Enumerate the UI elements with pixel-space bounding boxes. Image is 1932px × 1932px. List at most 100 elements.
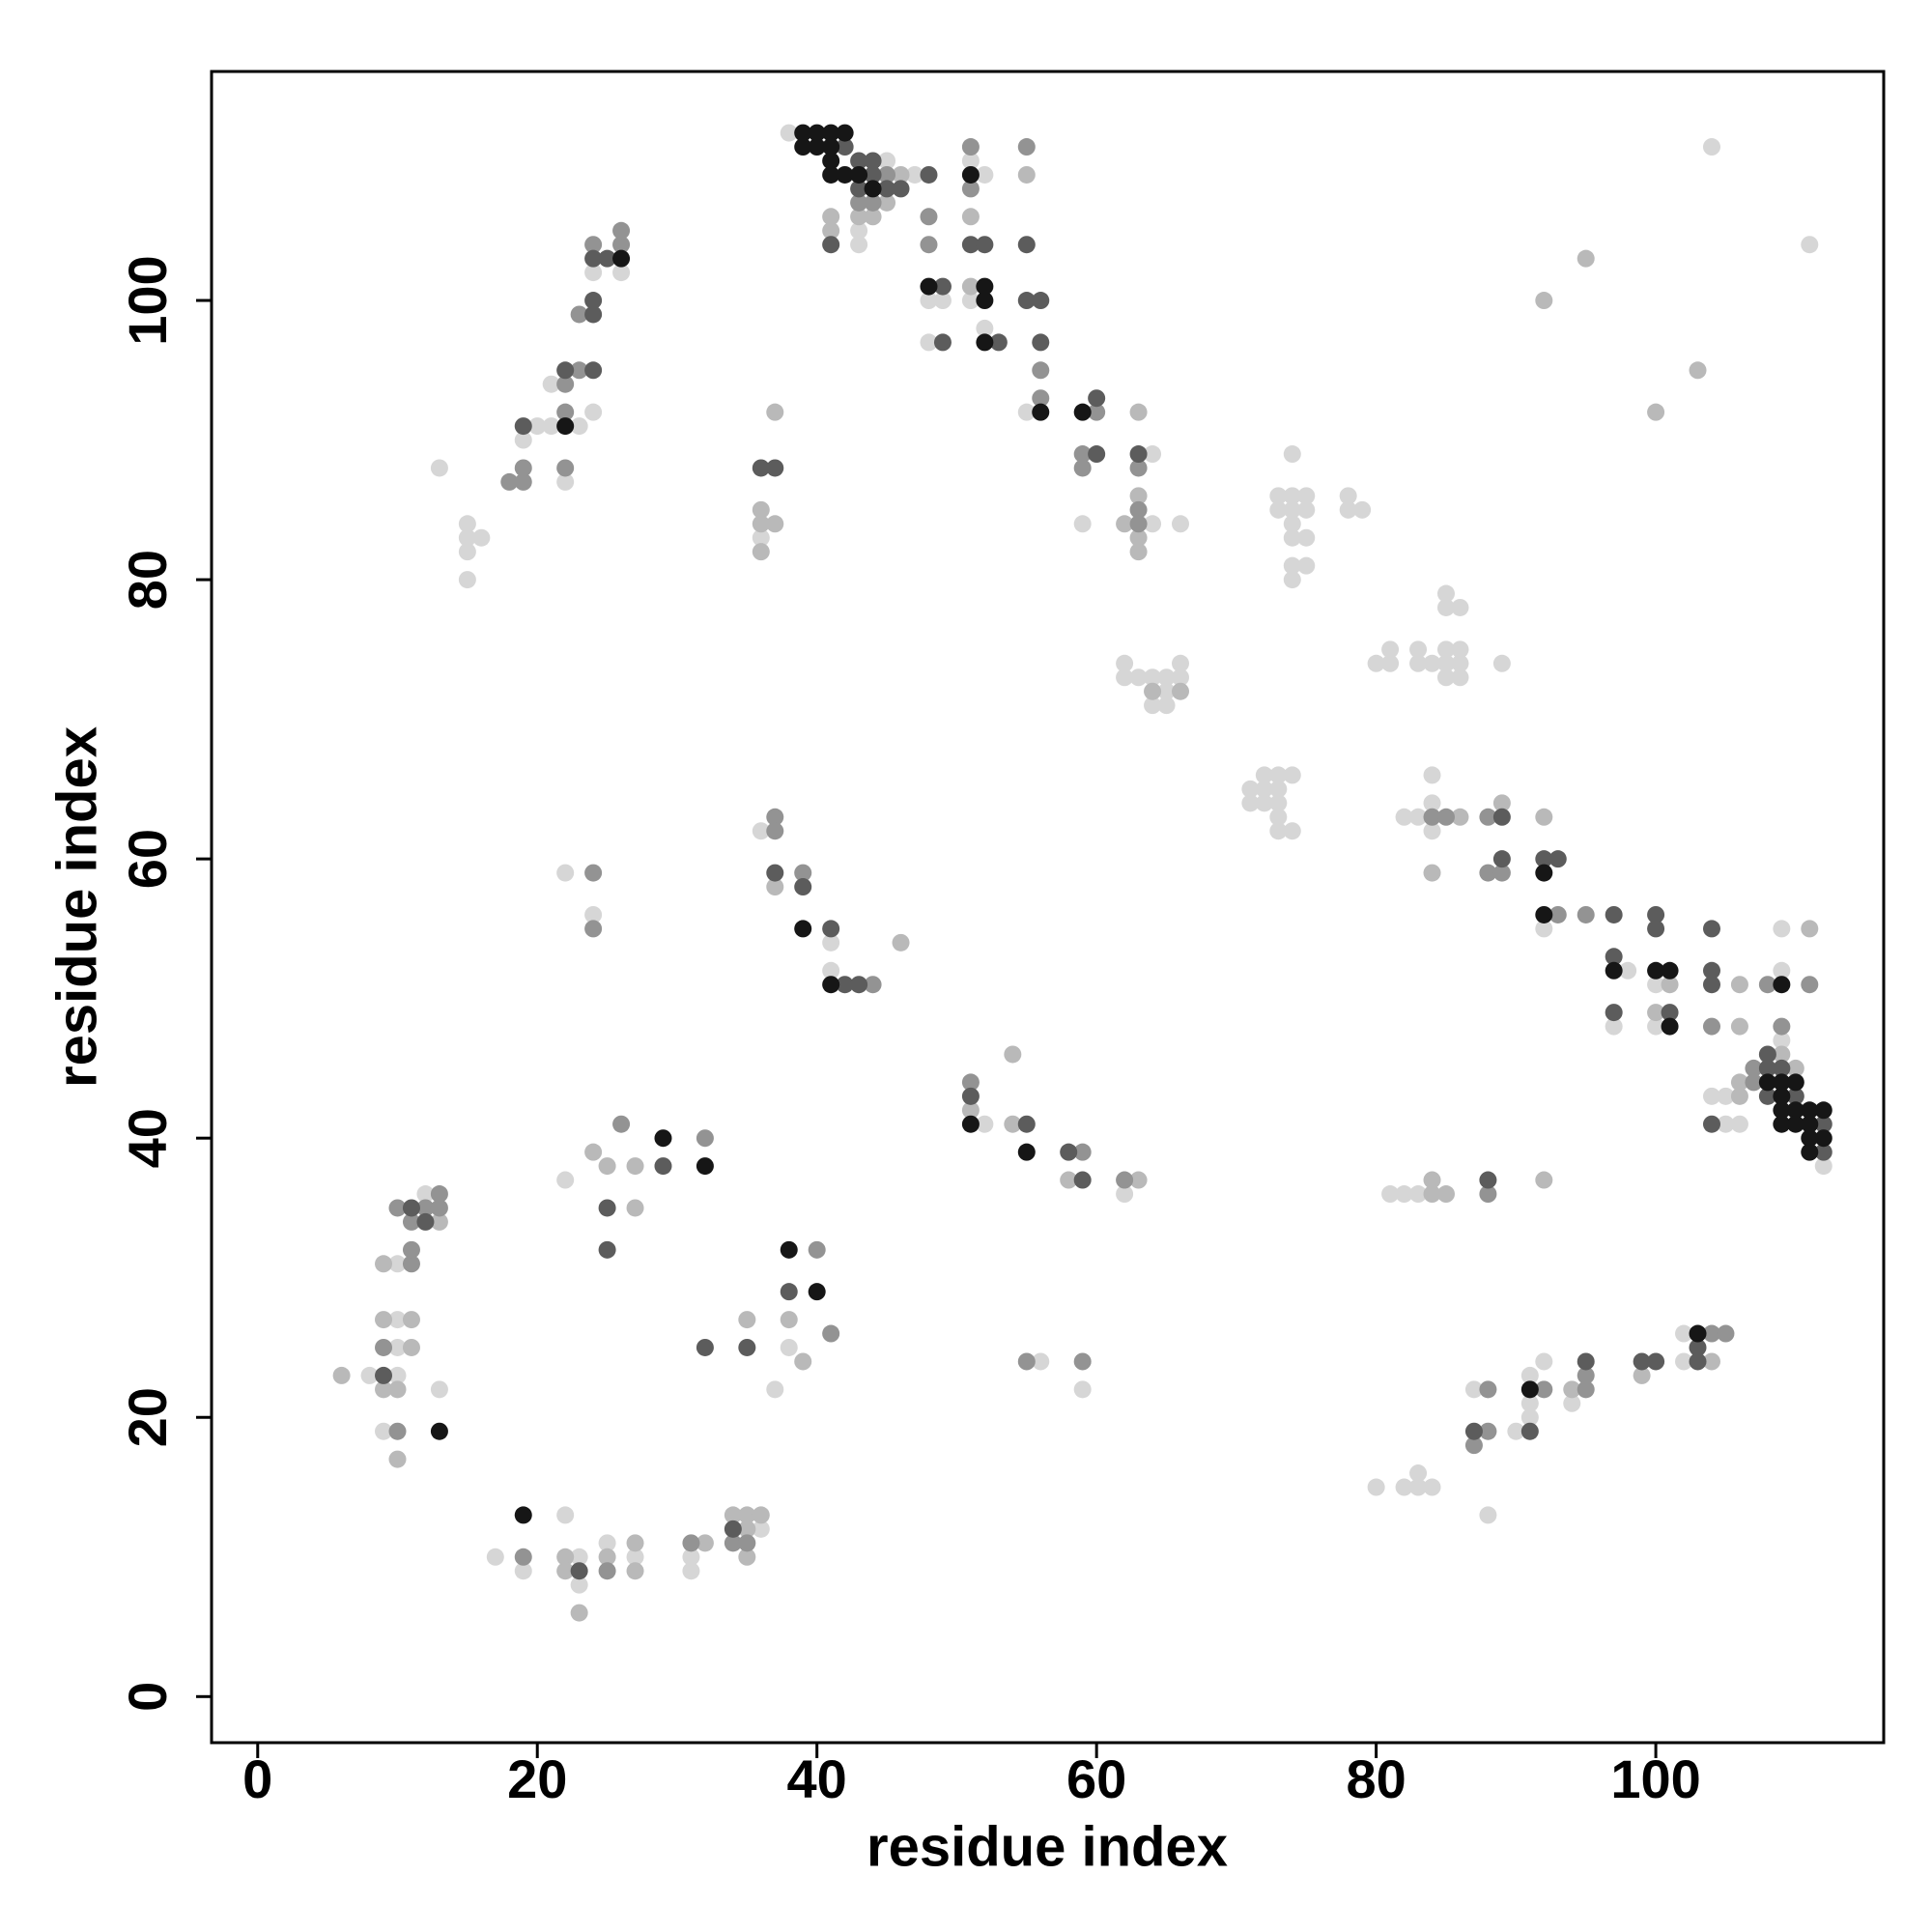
point: [626, 1548, 644, 1566]
point: [850, 165, 868, 184]
point: [1520, 1394, 1539, 1412]
point: [500, 472, 519, 491]
point: [1702, 1087, 1720, 1105]
point: [1647, 1017, 1665, 1036]
point: [1577, 1380, 1595, 1399]
point: [766, 808, 784, 826]
point: [514, 459, 532, 477]
point: [822, 208, 840, 226]
point: [1451, 654, 1469, 672]
point: [864, 180, 882, 198]
point: [430, 1185, 448, 1204]
point: [1395, 1478, 1413, 1496]
point: [1088, 445, 1106, 464]
point: [961, 236, 980, 254]
point: [976, 165, 994, 184]
point: [584, 905, 603, 923]
point: [1814, 1157, 1833, 1176]
point: [1144, 445, 1162, 464]
point: [850, 193, 868, 212]
point: [654, 1157, 672, 1176]
point: [1269, 808, 1288, 826]
point: [612, 221, 631, 240]
point: [1017, 292, 1036, 310]
point: [1032, 333, 1050, 352]
point: [556, 417, 575, 436]
point: [794, 1352, 812, 1371]
point: [1801, 1101, 1819, 1120]
point: [1017, 165, 1036, 184]
point: [682, 1534, 700, 1552]
point: [892, 165, 910, 184]
point: [1786, 1059, 1804, 1077]
point: [1773, 961, 1791, 980]
point: [1144, 515, 1162, 533]
point: [416, 1212, 435, 1231]
point: [766, 822, 784, 840]
point: [682, 1548, 700, 1566]
point: [626, 1562, 644, 1580]
point: [822, 124, 840, 142]
point: [976, 333, 994, 352]
point: [1339, 500, 1357, 519]
point: [1520, 1380, 1539, 1399]
point: [822, 236, 840, 254]
point: [1675, 1324, 1693, 1343]
point: [961, 180, 980, 198]
point: [1073, 1380, 1092, 1399]
point: [360, 1366, 379, 1384]
point: [1563, 1380, 1581, 1399]
point: [1436, 640, 1455, 659]
point: [584, 249, 603, 268]
point: [822, 976, 840, 994]
point: [933, 292, 952, 310]
point: [794, 864, 812, 882]
point: [1689, 1338, 1707, 1356]
point: [1702, 1352, 1720, 1371]
point: [1647, 1352, 1665, 1371]
point: [892, 933, 910, 952]
point: [570, 417, 588, 436]
point: [556, 1171, 575, 1189]
point: [766, 864, 784, 882]
point: [1633, 1366, 1651, 1384]
point: [1381, 654, 1400, 672]
point: [1423, 794, 1441, 812]
point: [766, 1380, 784, 1399]
point: [556, 472, 575, 491]
point: [1409, 654, 1428, 672]
point: [892, 180, 910, 198]
point: [738, 1548, 756, 1566]
point: [556, 375, 575, 393]
point: [430, 1380, 448, 1399]
y-tick-label: 60: [117, 829, 178, 889]
point: [864, 165, 882, 184]
point: [1730, 976, 1748, 994]
point: [1801, 1143, 1819, 1161]
point: [542, 375, 560, 393]
point: [1073, 515, 1092, 533]
point: [1814, 1129, 1833, 1148]
point: [1535, 850, 1553, 868]
point: [752, 1506, 770, 1524]
point: [570, 305, 588, 324]
point: [1423, 654, 1441, 672]
point: [752, 515, 770, 533]
x-axis-title: residue index: [867, 1815, 1228, 1878]
point: [752, 528, 770, 547]
point: [696, 1129, 714, 1148]
point: [920, 277, 938, 296]
point: [989, 333, 1008, 352]
point: [1520, 1366, 1539, 1384]
point: [1717, 1115, 1735, 1133]
point: [584, 864, 603, 882]
point: [878, 180, 896, 198]
point: [1423, 766, 1441, 784]
point: [961, 165, 980, 184]
point: [864, 976, 882, 994]
point: [1535, 1171, 1553, 1189]
point: [1241, 794, 1260, 812]
point: [738, 1506, 756, 1524]
point: [1479, 808, 1497, 826]
